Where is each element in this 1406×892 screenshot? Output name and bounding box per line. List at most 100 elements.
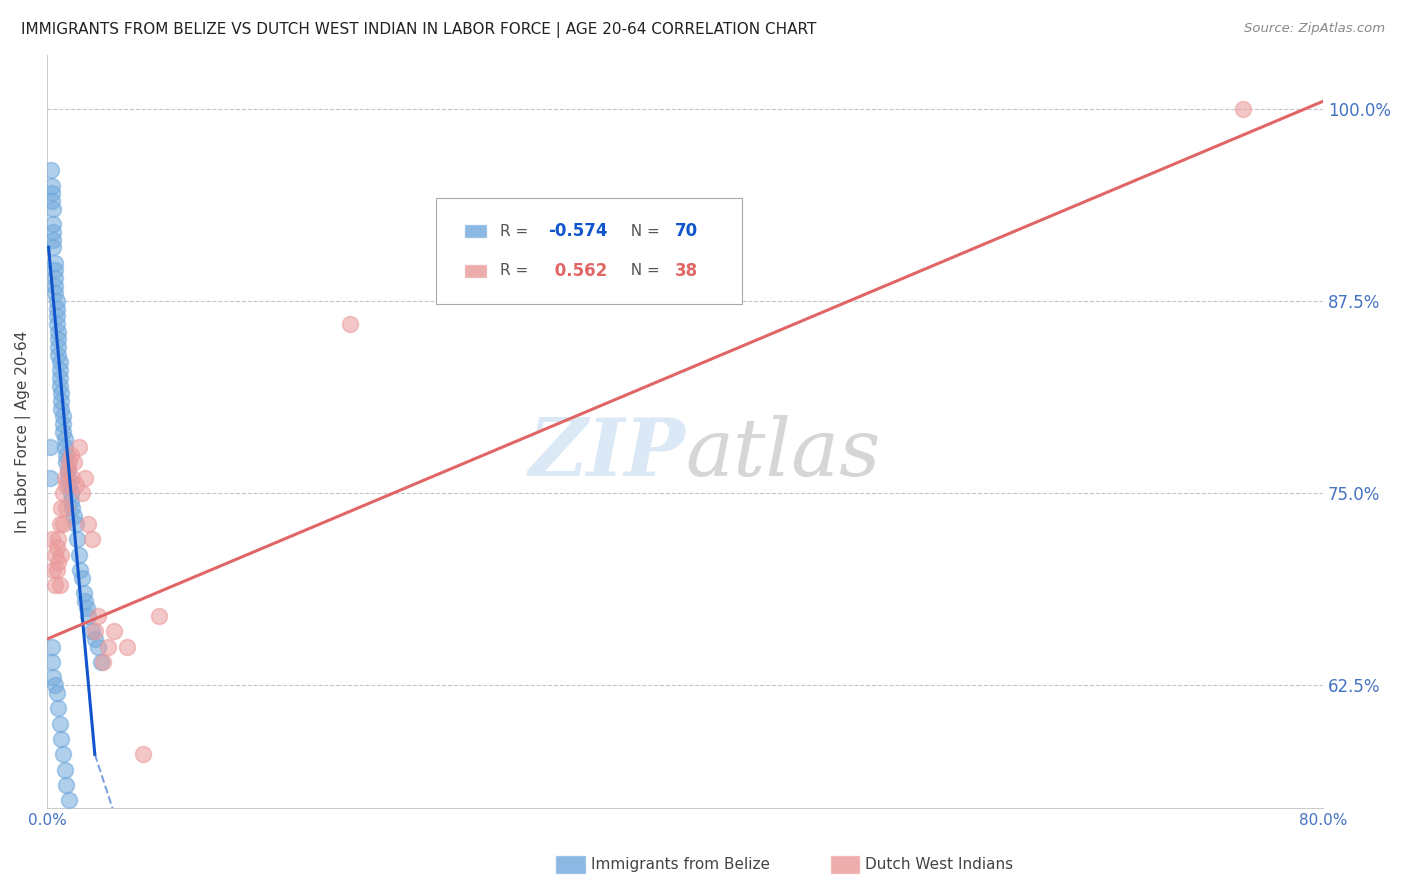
Point xyxy=(44,286,66,301)
Point xyxy=(39,163,62,178)
Point xyxy=(44,271,66,285)
Point xyxy=(41,186,63,201)
Point xyxy=(91,655,114,669)
Point xyxy=(42,217,65,231)
Point xyxy=(42,240,65,254)
Point xyxy=(55,778,77,792)
Text: R =: R = xyxy=(501,263,533,278)
Point xyxy=(42,225,65,239)
Point xyxy=(55,478,77,492)
Point xyxy=(44,278,66,293)
Point xyxy=(41,532,63,546)
Point xyxy=(44,678,66,692)
Point xyxy=(45,540,67,554)
Point xyxy=(44,578,66,592)
Point xyxy=(44,548,66,562)
Point xyxy=(66,532,89,546)
Point xyxy=(76,601,98,615)
Point xyxy=(87,640,110,654)
Point xyxy=(63,455,86,469)
Point xyxy=(48,516,70,531)
Point xyxy=(53,432,76,446)
Point xyxy=(53,471,76,485)
Point xyxy=(77,609,100,624)
Point xyxy=(45,563,67,577)
Point xyxy=(67,548,90,562)
Point xyxy=(148,609,170,624)
Point xyxy=(51,501,73,516)
Point xyxy=(65,478,87,492)
Point xyxy=(67,440,90,454)
Point xyxy=(53,440,76,454)
Point xyxy=(59,448,82,462)
Y-axis label: In Labor Force | Age 20-64: In Labor Force | Age 20-64 xyxy=(15,330,31,533)
Text: N =: N = xyxy=(621,263,665,278)
Point xyxy=(44,263,66,277)
Text: ZIP: ZIP xyxy=(529,416,685,493)
Point xyxy=(65,516,87,531)
Point xyxy=(46,701,69,715)
Point xyxy=(83,624,105,639)
Point xyxy=(75,593,97,607)
Point xyxy=(115,640,138,654)
Point xyxy=(1232,102,1254,116)
Point xyxy=(46,532,69,546)
Point xyxy=(41,194,63,208)
Point xyxy=(48,378,70,392)
Point xyxy=(77,516,100,531)
Point xyxy=(42,233,65,247)
Point xyxy=(83,632,105,646)
Text: N =: N = xyxy=(621,224,665,238)
Point xyxy=(55,501,77,516)
Point xyxy=(69,563,91,577)
Point xyxy=(56,471,79,485)
Point xyxy=(45,293,67,308)
Point xyxy=(51,401,73,416)
Text: 70: 70 xyxy=(675,222,697,240)
Point xyxy=(90,655,112,669)
Point xyxy=(75,471,97,485)
Point xyxy=(41,202,63,216)
Point xyxy=(63,509,86,524)
Point xyxy=(103,624,125,639)
Point xyxy=(80,532,103,546)
Point xyxy=(62,501,84,516)
Point xyxy=(80,624,103,639)
Point xyxy=(41,655,63,669)
Point xyxy=(41,640,63,654)
Point xyxy=(48,355,70,369)
Point xyxy=(46,325,69,339)
FancyBboxPatch shape xyxy=(436,198,742,303)
Point xyxy=(42,670,65,684)
Point xyxy=(70,571,93,585)
Point xyxy=(39,471,62,485)
Text: Immigrants from Belize: Immigrants from Belize xyxy=(591,857,769,871)
FancyBboxPatch shape xyxy=(464,264,488,277)
Point xyxy=(52,417,75,431)
Point xyxy=(62,471,84,485)
Point xyxy=(56,463,79,477)
Text: R =: R = xyxy=(501,224,533,238)
Text: IMMIGRANTS FROM BELIZE VS DUTCH WEST INDIAN IN LABOR FORCE | AGE 20-64 CORRELATI: IMMIGRANTS FROM BELIZE VS DUTCH WEST IND… xyxy=(21,22,817,38)
Point xyxy=(339,317,361,331)
Point xyxy=(56,463,79,477)
Point xyxy=(58,793,80,807)
Point xyxy=(51,386,73,401)
Point xyxy=(52,409,75,424)
Point xyxy=(55,448,77,462)
Point xyxy=(131,747,153,762)
Point xyxy=(45,317,67,331)
Point xyxy=(58,455,80,469)
Text: 0.562: 0.562 xyxy=(548,261,607,280)
Point xyxy=(45,301,67,316)
Point xyxy=(59,486,82,500)
Point xyxy=(51,393,73,408)
Point xyxy=(52,747,75,762)
Point xyxy=(52,516,75,531)
Point xyxy=(45,310,67,324)
Point xyxy=(70,486,93,500)
Point xyxy=(44,255,66,269)
Point xyxy=(59,493,82,508)
Point xyxy=(52,425,75,439)
Point xyxy=(46,348,69,362)
